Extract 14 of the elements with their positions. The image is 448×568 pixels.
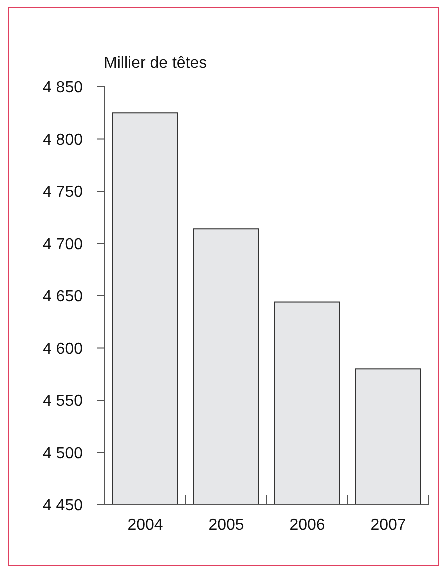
x-tick-label: 2006 <box>290 517 326 534</box>
y-axis-title: Millier de têtes <box>104 55 208 72</box>
y-tick-label: 4 800 <box>42 132 84 149</box>
y-tick-label: 4 450 <box>42 498 84 515</box>
y-tick-label: 4 650 <box>42 288 84 306</box>
y-tick-label: 4 500 <box>42 445 84 462</box>
y-tick-label: 4 550 <box>42 393 84 410</box>
x-tick-label: 2004 <box>128 517 164 534</box>
y-tick-label: 4 700 <box>42 236 84 254</box>
y-tick-label: 4 850 <box>42 80 84 97</box>
x-tick-label: 2005 <box>208 517 244 534</box>
y-tick-label: 4 750 <box>42 184 84 202</box>
x-tick-label: 2007 <box>370 517 406 534</box>
y-tick-label: 4 600 <box>42 340 84 358</box>
